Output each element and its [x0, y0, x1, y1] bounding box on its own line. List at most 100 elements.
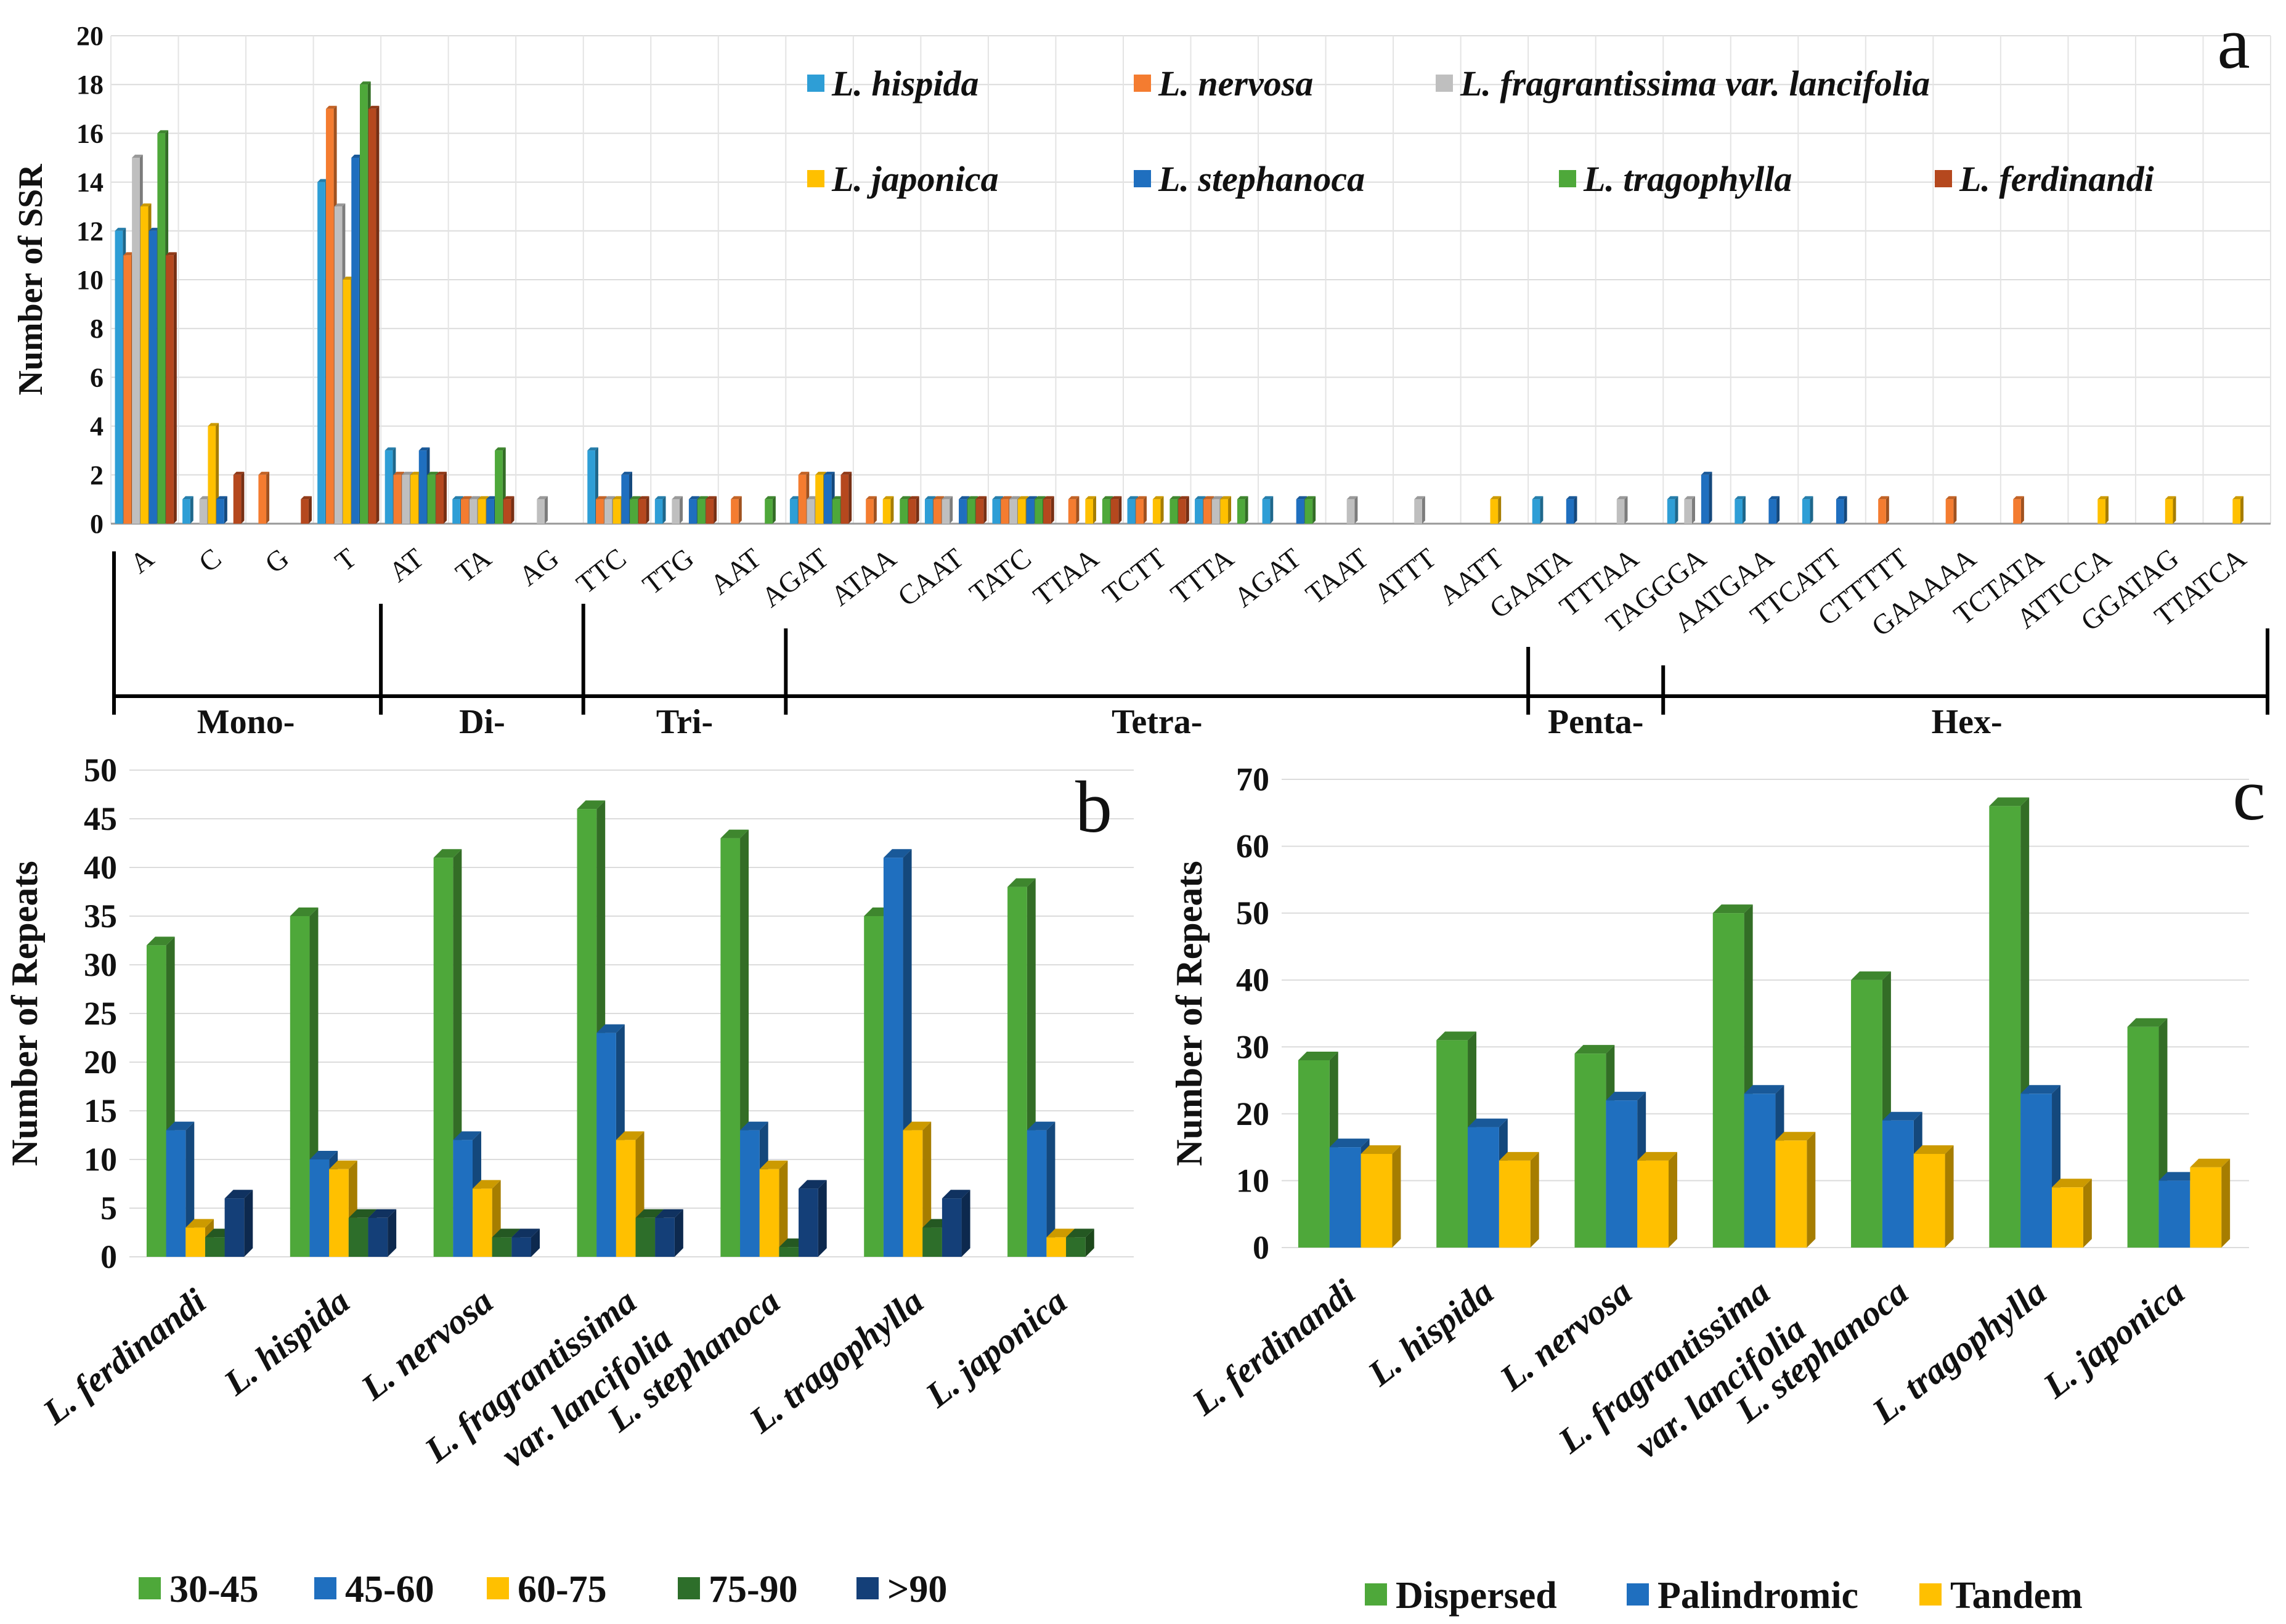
- bar-c-l-nervosa-tandem-side: [1669, 1151, 1677, 1248]
- bar-c-l-fragrantissima-var-lancifolia-tandem-top: [1775, 1132, 1816, 1141]
- bar-b-l-fragrantissima-var-lancifolia-75-90-top: [635, 1209, 664, 1218]
- bar-a-ttg-l-fragrantissima-var-lancifolia-front: [672, 499, 680, 524]
- bar-a-ttcatt-l-hispida-side: [1810, 496, 1813, 524]
- bar-a-ttta-l-hispida-top: [1195, 496, 1206, 500]
- bar-a-a-l-ferdinandi-front: [166, 255, 174, 524]
- bar-a-ataa-l-japonica-top: [882, 496, 894, 500]
- y-tick-label-a: 20: [76, 21, 104, 51]
- bar-a-gaata-l-stephanoca-top: [1566, 496, 1577, 500]
- bar-a-taggga-l-hispida-side: [1675, 496, 1678, 524]
- bar-a-ttaa-l-japonica: [1085, 496, 1096, 524]
- x-tick-label-b: L. nervosa: [353, 1281, 500, 1408]
- bar-a-cttttt-l-nervosa-front: [1878, 499, 1886, 524]
- bar-a-a-l-ferdinandi: [166, 252, 177, 524]
- bar-a-tctt-l-ferdinandi-top: [1178, 496, 1189, 500]
- bar-a-tctt-l-ferdinandi-side: [1186, 496, 1189, 524]
- bar-a-caat-l-stephanoca-top: [959, 496, 970, 500]
- x-tick-label-a: TTC: [571, 542, 632, 600]
- bar-a-ataa-l-tragophylla-front: [900, 499, 908, 524]
- bar-a-tctt-l-japonica-front: [1152, 499, 1161, 524]
- bar-a-ta-l-stephanoca-front: [486, 499, 494, 524]
- bar-b-l-japonica-45-60: [1027, 1121, 1056, 1257]
- bar-a-ttta-l-tragophylla-side: [1245, 496, 1248, 524]
- bar-c-l-stephanoca-tandem-side: [1945, 1145, 1954, 1248]
- legend-label: L. ferdinandi: [1959, 159, 2154, 199]
- bar-c-l-fragrantissima-var-lancifolia-tandem-front: [1775, 1140, 1807, 1248]
- bar-a-aatgaa-l-hispida-front: [1735, 499, 1743, 524]
- bar-a-ttaa-l-japonica-top: [1085, 496, 1096, 500]
- bar-a-agat-l-tragophylla-top: [1304, 496, 1316, 500]
- bar-a-ta-l-japonica-top: [478, 496, 489, 500]
- bar-a-tatc-l-hispida-top: [992, 496, 1004, 500]
- legend-item-a-l-hispida: L. hispida: [807, 63, 979, 104]
- y-tick-label-b: 25: [84, 995, 117, 1032]
- bar-b-l-tragophylla-60-75: [903, 1121, 932, 1257]
- bar-c-l-hispida-tandem-top: [1499, 1151, 1539, 1161]
- bar-a-tatc-l-stephanoca-front: [1026, 499, 1035, 524]
- bar-b-l-japonica-60-75-top: [1046, 1228, 1075, 1238]
- bar-a-agat-l-stephanoca-top: [1296, 496, 1308, 500]
- legend-swatch: [1134, 170, 1151, 187]
- bar-a-agat-l-nervosa-front: [798, 474, 807, 524]
- bar-a-ataa-l-ferdinandi-top: [908, 496, 919, 500]
- bar-b-l-stephanoca-30-45-top: [720, 829, 749, 838]
- bar-a-tctt-l-japonica-top: [1152, 496, 1164, 500]
- bar-a-tctt-l-tragophylla-top: [1169, 496, 1181, 500]
- bar-a-t-l-ferdinandi-top: [368, 105, 380, 109]
- bar-a-g-l-nervosa-top: [258, 471, 270, 475]
- bar-a-ataa-l-nervosa-front: [866, 499, 874, 524]
- bar-c-l-stephanoca-dispersed-front: [1851, 980, 1882, 1248]
- bar-a-ttcatt-l-stephanoca-side: [1844, 496, 1847, 524]
- bar-c-l-stephanoca-dispersed-top: [1851, 971, 1891, 980]
- legend-label: Dispersed: [1396, 1575, 1557, 1617]
- bar-a-caat-l-ferdinandi-top: [975, 496, 987, 500]
- bar-c-l-japonica-tandem-top: [2190, 1158, 2231, 1167]
- bar-c-l-stephanoca-tandem-top: [1913, 1145, 1954, 1154]
- bar-a-ta-l-fragrantissima-var-lancifolia-top: [469, 496, 481, 500]
- bar-c-l-ferdinandi-dispersed-top: [1298, 1052, 1338, 1060]
- bar-a-taggga-l-stephanoca-front: [1701, 474, 1709, 524]
- bar-a-c-l-hispida-front: [182, 499, 190, 524]
- bar-b-l-hispida-45-60-front: [309, 1159, 330, 1257]
- group-label-hex: Hex-: [1932, 703, 2003, 741]
- x-tick-label-a: TCTT: [1097, 542, 1172, 611]
- bar-a-caat-l-hispida-front: [924, 499, 933, 524]
- bar-a-g-l-ferdinandi-top: [301, 496, 312, 500]
- bar-a-ttta-l-tragophylla-top: [1237, 496, 1248, 500]
- bar-b-l-fragrantissima-var-lancifolia-45-60-top: [596, 1024, 625, 1033]
- bar-b-l-ferdinandi-75-90-front: [205, 1237, 225, 1257]
- bar-a-ggatag-l-japonica-front: [2165, 499, 2173, 524]
- bar-c-l-japonica-dispersed-front: [2127, 1026, 2159, 1248]
- bar-b-l-tragophylla-90: [942, 1190, 970, 1257]
- legend-item-b-75-90: 75-90: [678, 1569, 798, 1610]
- bar-a-t-l-hispida-front: [317, 182, 325, 524]
- bar-a-tctt-l-nervosa-top: [1136, 496, 1147, 500]
- bar-a-tctt-l-nervosa: [1136, 496, 1147, 524]
- bar-a-t-l-ferdinandi-side: [376, 105, 380, 524]
- bar-a-ttcatt-l-hispida: [1802, 496, 1813, 524]
- bar-a-cttttt-l-nervosa-side: [1885, 496, 1889, 524]
- bar-a-a-l-tragophylla-top: [157, 130, 169, 134]
- bar-a-gaata-l-stephanoca-side: [1574, 496, 1577, 524]
- bar-a-ttc-l-fragrantissima-var-lancifolia-top: [604, 496, 616, 500]
- bar-a-ttaa-l-ferdinandi-top: [1110, 496, 1122, 500]
- bar-a-agat-l-stephanoca-front: [823, 474, 832, 524]
- bar-a-ag-l-fragrantissima-var-lancifolia: [537, 496, 548, 524]
- legend-item-c-tandem: Tandem: [1919, 1575, 2083, 1617]
- bar-a-ttatca-l-japonica-top: [2232, 496, 2244, 500]
- bar-c-l-stephanoca-palindromic-front: [1882, 1120, 1914, 1248]
- bar-a-gaata-l-hispida: [1532, 496, 1544, 524]
- bar-b-l-stephanoca-45-60-top: [740, 1121, 768, 1131]
- bar-a-caat-l-fragrantissima-var-lancifolia-top: [942, 496, 953, 500]
- bar-a-at-l-ferdinandi-side: [443, 471, 447, 524]
- x-tick-label-b: L. hispida: [216, 1281, 357, 1403]
- bar-a-c-l-ferdinandi-front: [233, 474, 242, 524]
- x-tick-label-a: TATC: [964, 542, 1037, 609]
- bar-a-gaata-l-stephanoca: [1566, 496, 1577, 524]
- bar-a-ttc-l-hispida-top: [587, 447, 598, 451]
- bar-a-ttg-l-stephanoca-front: [688, 499, 697, 524]
- bar-b-l-fragrantissima-var-lancifolia-90-top: [655, 1209, 683, 1218]
- bar-a-tttaa-l-fragrantissima-var-lancifolia-side: [1624, 496, 1628, 524]
- bar-a-t-l-hispida-top: [317, 179, 328, 182]
